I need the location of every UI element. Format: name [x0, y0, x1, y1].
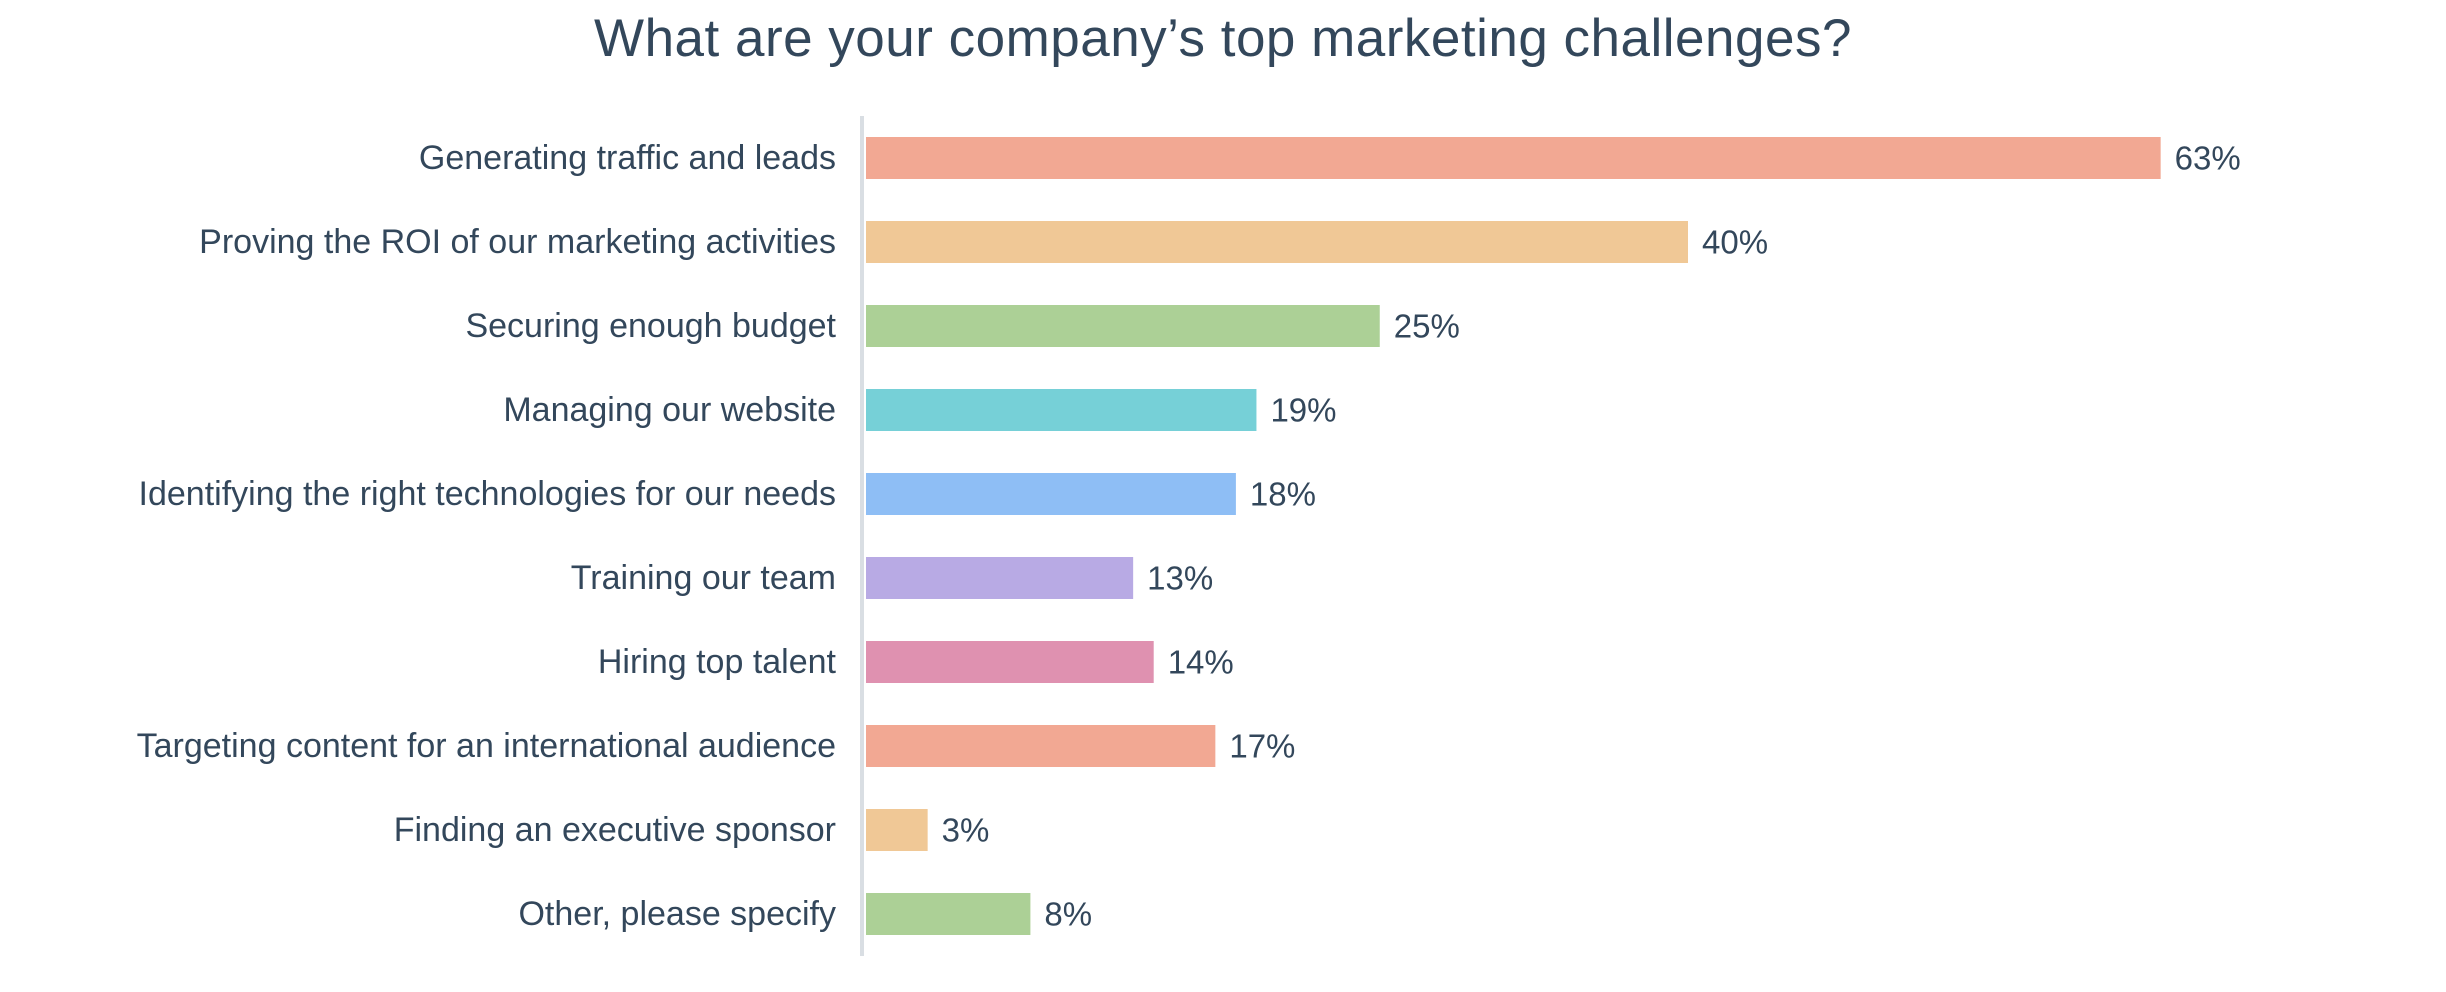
- bar: [866, 473, 1236, 515]
- category-label: Securing enough budget: [465, 307, 836, 345]
- value-label: 18%: [1250, 476, 1316, 513]
- value-label: 3%: [942, 812, 990, 849]
- category-labels-group: Generating traffic and leads Proving the …: [137, 139, 837, 933]
- bar: [866, 641, 1154, 683]
- value-label: 40%: [1702, 224, 1768, 261]
- value-label: 63%: [2175, 140, 2241, 177]
- category-label: Finding an executive sponsor: [394, 811, 836, 849]
- bars-group: [866, 137, 2161, 935]
- category-label: Hiring top talent: [598, 643, 837, 681]
- bar: [866, 305, 1380, 347]
- bar: [866, 893, 1031, 935]
- bar: [866, 557, 1134, 599]
- category-label: Targeting content for an international a…: [137, 727, 836, 765]
- value-label: 25%: [1394, 308, 1460, 345]
- bar: [866, 725, 1216, 767]
- value-label: 14%: [1168, 644, 1234, 681]
- value-label: 13%: [1147, 560, 1213, 597]
- bar: [866, 389, 1257, 431]
- category-label: Proving the ROI of our marketing activit…: [199, 223, 836, 261]
- category-label: Training our team: [571, 559, 836, 597]
- category-label: Managing our website: [503, 391, 836, 429]
- bar: [866, 137, 2161, 179]
- value-label: 17%: [1229, 728, 1295, 765]
- category-label: Generating traffic and leads: [419, 139, 836, 177]
- bar: [866, 809, 928, 851]
- value-labels-group: 63% 40% 25% 19% 18% 13% 14% 17% 3% 8%: [942, 140, 2241, 933]
- bar: [866, 221, 1688, 263]
- value-label: 19%: [1270, 392, 1336, 429]
- value-label: 8%: [1044, 896, 1092, 933]
- category-label: Identifying the right technologies for o…: [139, 475, 836, 513]
- chart-title: What are your company’s top marketing ch…: [594, 9, 1852, 68]
- category-label: Other, please specify: [518, 895, 836, 933]
